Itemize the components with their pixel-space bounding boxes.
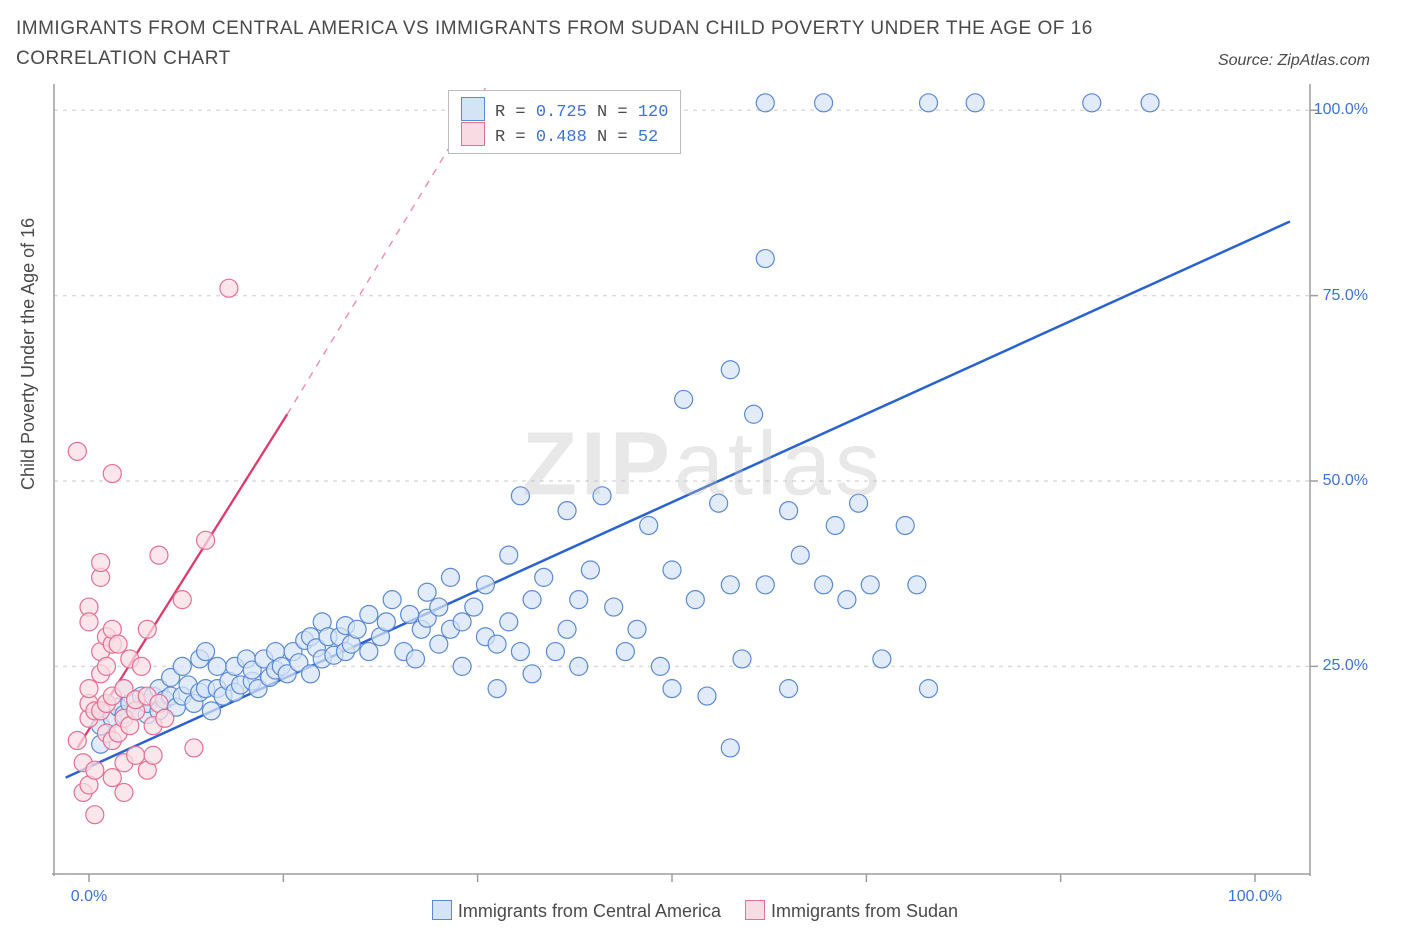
legend-label: Immigrants from Sudan [771, 901, 958, 921]
r-value: 0.488 [536, 128, 587, 147]
scatter-chart [0, 0, 1406, 930]
y-tick-label: 50.0% [1308, 472, 1368, 490]
x-tick-label: 100.0% [1228, 888, 1282, 906]
legend-swatch [461, 122, 485, 146]
legend-label: Immigrants from Central America [458, 901, 721, 921]
y-tick-label: 100.0% [1308, 101, 1368, 119]
stats-legend-row: R = 0.488 N = 52 [461, 122, 668, 147]
n-value: 120 [638, 103, 669, 122]
legend-swatch [461, 97, 485, 121]
stats-legend: R = 0.725 N = 120R = 0.488 N = 52 [448, 90, 681, 154]
y-tick-label: 25.0% [1308, 657, 1368, 675]
y-tick-label: 75.0% [1308, 287, 1368, 305]
r-value: 0.725 [536, 103, 587, 122]
stats-legend-row: R = 0.725 N = 120 [461, 97, 668, 122]
legend-swatch [432, 900, 452, 920]
r-label: R = [495, 103, 536, 122]
n-label: N = [587, 103, 638, 122]
r-label: R = [495, 128, 536, 147]
series-legend: Immigrants from Central America Immigrant… [0, 900, 1366, 922]
legend-swatch [745, 900, 765, 920]
n-value: 52 [638, 128, 658, 147]
n-label: N = [587, 128, 638, 147]
x-tick-label: 0.0% [71, 888, 107, 906]
